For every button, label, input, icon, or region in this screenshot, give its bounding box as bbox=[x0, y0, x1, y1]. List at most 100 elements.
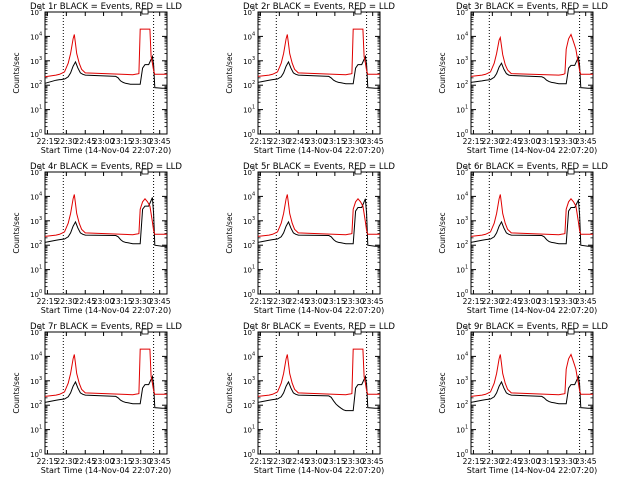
y-tick-label: 10 bbox=[30, 451, 39, 459]
y-tick-label: 10 bbox=[30, 291, 39, 299]
panel-det-7: Det 7r BLACK = Events, RED = LLD22:1522:… bbox=[12, 322, 182, 475]
y-tick-label: 10 bbox=[456, 169, 465, 177]
y-tick-label: 10 bbox=[243, 267, 252, 275]
panel-det-1: Det 1r BLACK = Events, RED = LLD22:1522:… bbox=[12, 2, 182, 155]
y-axis-label: Counts/sec bbox=[12, 52, 21, 93]
x-tick-label: 23:15 bbox=[111, 297, 133, 306]
series-line-lld bbox=[44, 28, 167, 78]
y-tick-label: 10 bbox=[30, 378, 39, 386]
y-tick-label: 10 bbox=[30, 169, 39, 177]
x-tick-label: 23:45 bbox=[149, 137, 171, 146]
x-tick-label: 23:45 bbox=[575, 137, 597, 146]
panel-det-6: Det 6r BLACK = Events, RED = LLD22:1522:… bbox=[438, 162, 608, 315]
series-line-lld bbox=[257, 28, 380, 77]
y-tick-exponent: 5 bbox=[252, 167, 255, 173]
y-tick-exponent: 5 bbox=[465, 167, 468, 173]
x-axis-label: Start Time (14-Nov-04 22:07:20) bbox=[254, 466, 384, 475]
x-tick-label: 22:45 bbox=[500, 297, 522, 306]
x-tick-label: 23:30 bbox=[343, 297, 365, 306]
panel-title: Det 3r BLACK = Events, RED = LLD bbox=[456, 2, 608, 12]
y-tick-label: 10 bbox=[30, 193, 39, 201]
y-tick-label: 10 bbox=[456, 378, 465, 386]
y-tick-exponent: 5 bbox=[465, 327, 468, 333]
x-tick-label: 23:45 bbox=[362, 297, 384, 306]
y-tick-exponent: 1 bbox=[39, 105, 42, 111]
x-tick-label: 23:00 bbox=[306, 297, 328, 306]
plot-frame bbox=[257, 331, 381, 455]
x-tick-label: 22:30 bbox=[269, 457, 291, 466]
y-tick-exponent: 0 bbox=[465, 449, 468, 455]
y-tick-exponent: 0 bbox=[39, 129, 42, 135]
x-axis-label: Start Time (14-Nov-04 22:07:20) bbox=[254, 146, 384, 155]
x-tick-label: 23:15 bbox=[111, 137, 133, 146]
y-tick-label: 10 bbox=[243, 218, 252, 226]
series-line-events bbox=[257, 198, 380, 247]
y-tick-exponent: 2 bbox=[252, 240, 255, 246]
x-tick-label: 23:30 bbox=[343, 457, 365, 466]
x-tick-label: 22:45 bbox=[74, 457, 96, 466]
y-tick-exponent: 4 bbox=[39, 351, 42, 357]
y-tick-label: 10 bbox=[243, 9, 252, 17]
y-tick-label: 10 bbox=[30, 218, 39, 226]
y-tick-label: 10 bbox=[30, 107, 39, 115]
x-tick-label: 23:00 bbox=[93, 297, 115, 306]
y-tick-label: 10 bbox=[456, 291, 465, 299]
y-tick-exponent: 4 bbox=[465, 351, 468, 357]
y-tick-exponent: 0 bbox=[465, 289, 468, 295]
y-tick-exponent: 0 bbox=[252, 129, 255, 135]
panel-title: Det 6r BLACK = Events, RED = LLD bbox=[456, 162, 608, 172]
y-tick-label: 10 bbox=[243, 451, 252, 459]
x-axis-label: Start Time (14-Nov-04 22:07:20) bbox=[41, 146, 171, 155]
x-tick-label: 22:15 bbox=[250, 297, 272, 306]
x-tick-label: 22:45 bbox=[287, 297, 309, 306]
box-marker-icon bbox=[141, 328, 149, 335]
y-tick-exponent: 3 bbox=[39, 56, 42, 62]
y-tick-exponent: 2 bbox=[465, 80, 468, 86]
y-tick-exponent: 1 bbox=[252, 425, 255, 431]
y-tick-label: 10 bbox=[30, 9, 39, 17]
y-tick-exponent: 4 bbox=[252, 191, 255, 197]
y-tick-exponent: 3 bbox=[39, 216, 42, 222]
y-axis-label: Counts/sec bbox=[438, 372, 447, 413]
x-tick-label: 22:15 bbox=[250, 457, 272, 466]
x-tick-label: 23:15 bbox=[537, 457, 559, 466]
series-line-events bbox=[44, 197, 167, 247]
panel-det-5: Det 5r BLACK = Events, RED = LLD22:1522:… bbox=[225, 162, 395, 315]
y-tick-label: 10 bbox=[456, 427, 465, 435]
y-tick-exponent: 2 bbox=[39, 400, 42, 406]
series-line-events bbox=[470, 55, 593, 89]
plot-frame bbox=[44, 11, 168, 135]
series-line-lld bbox=[44, 348, 167, 397]
series-line-events bbox=[44, 54, 167, 89]
plot-frame bbox=[470, 331, 594, 455]
y-tick-label: 10 bbox=[456, 33, 465, 41]
panel-det-8: Det 8r BLACK = Events, RED = LLD22:1522:… bbox=[225, 322, 395, 475]
x-tick-label: 23:45 bbox=[575, 457, 597, 466]
y-tick-exponent: 1 bbox=[465, 265, 468, 271]
x-tick-label: 23:00 bbox=[306, 137, 328, 146]
x-tick-label: 23:45 bbox=[149, 297, 171, 306]
y-tick-label: 10 bbox=[30, 402, 39, 410]
y-tick-label: 10 bbox=[456, 107, 465, 115]
plot-frame bbox=[470, 11, 594, 135]
x-tick-label: 23:30 bbox=[556, 297, 578, 306]
y-tick-exponent: 0 bbox=[39, 289, 42, 295]
x-tick-label: 23:45 bbox=[149, 457, 171, 466]
x-tick-label: 22:15 bbox=[463, 137, 485, 146]
series-line-events bbox=[257, 374, 380, 412]
x-tick-label: 22:15 bbox=[250, 137, 272, 146]
x-tick-label: 23:15 bbox=[324, 297, 346, 306]
x-tick-label: 23:00 bbox=[519, 137, 541, 146]
x-tick-label: 23:30 bbox=[556, 137, 578, 146]
y-tick-label: 10 bbox=[243, 58, 252, 66]
plot-frame bbox=[257, 171, 381, 295]
y-axis-label: Counts/sec bbox=[12, 212, 21, 253]
plot-frame bbox=[44, 331, 168, 455]
y-tick-label: 10 bbox=[456, 402, 465, 410]
y-tick-label: 10 bbox=[456, 267, 465, 275]
x-tick-label: 23:30 bbox=[130, 137, 152, 146]
x-axis-label: Start Time (14-Nov-04 22:07:20) bbox=[467, 466, 597, 475]
y-tick-exponent: 1 bbox=[465, 425, 468, 431]
x-axis-label: Start Time (14-Nov-04 22:07:20) bbox=[254, 306, 384, 315]
panel-title: Det 2r BLACK = Events, RED = LLD bbox=[243, 2, 395, 12]
